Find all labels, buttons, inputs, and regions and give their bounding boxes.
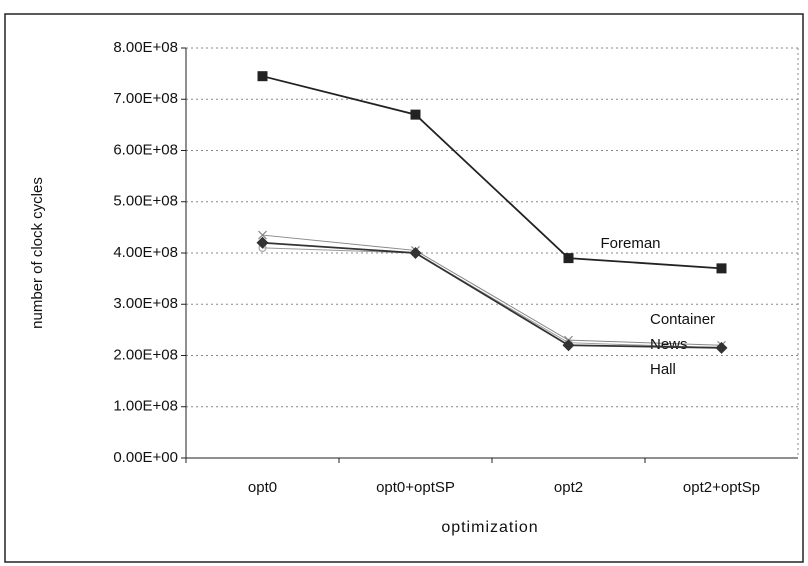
marker <box>562 339 575 352</box>
x-tick-label: opt0 <box>248 479 277 496</box>
marker <box>409 247 422 259</box>
y-tick-label: 0.00E+00 <box>113 449 178 466</box>
series-label: Foreman <box>601 235 661 252</box>
marker <box>257 71 268 82</box>
y-tick-label: 6.00E+08 <box>113 141 178 158</box>
marker <box>715 341 728 354</box>
series-label: Container <box>650 311 715 328</box>
y-tick-label: 7.00E+08 <box>113 90 178 107</box>
marker <box>258 230 267 240</box>
series-line <box>262 241 722 349</box>
series-label: News <box>650 336 688 353</box>
y-tick-label: 3.00E+08 <box>113 295 178 312</box>
series-label: Hall <box>650 361 676 378</box>
y-tick-label: 5.00E+08 <box>113 193 178 210</box>
series-line <box>262 247 722 349</box>
marker <box>716 263 727 274</box>
y-axis-label: number of clock cycles <box>29 177 46 329</box>
marker <box>563 253 574 264</box>
x-tick-label: opt0+optSP <box>376 479 455 496</box>
series-line <box>262 75 722 270</box>
marker <box>256 236 269 249</box>
chart-frame <box>4 13 804 563</box>
x-tick-label: opt2 <box>554 479 583 496</box>
y-tick-label: 2.00E+08 <box>113 346 178 363</box>
x-tick-label: opt2+optSp <box>683 479 760 496</box>
x-axis-label: optimization <box>441 519 538 536</box>
series-line <box>262 234 722 346</box>
y-tick-label: 1.00E+08 <box>113 398 178 415</box>
y-tick-label: 4.00E+08 <box>113 244 178 261</box>
y-tick-label: 8.00E+08 <box>113 39 178 56</box>
marker <box>410 109 421 120</box>
